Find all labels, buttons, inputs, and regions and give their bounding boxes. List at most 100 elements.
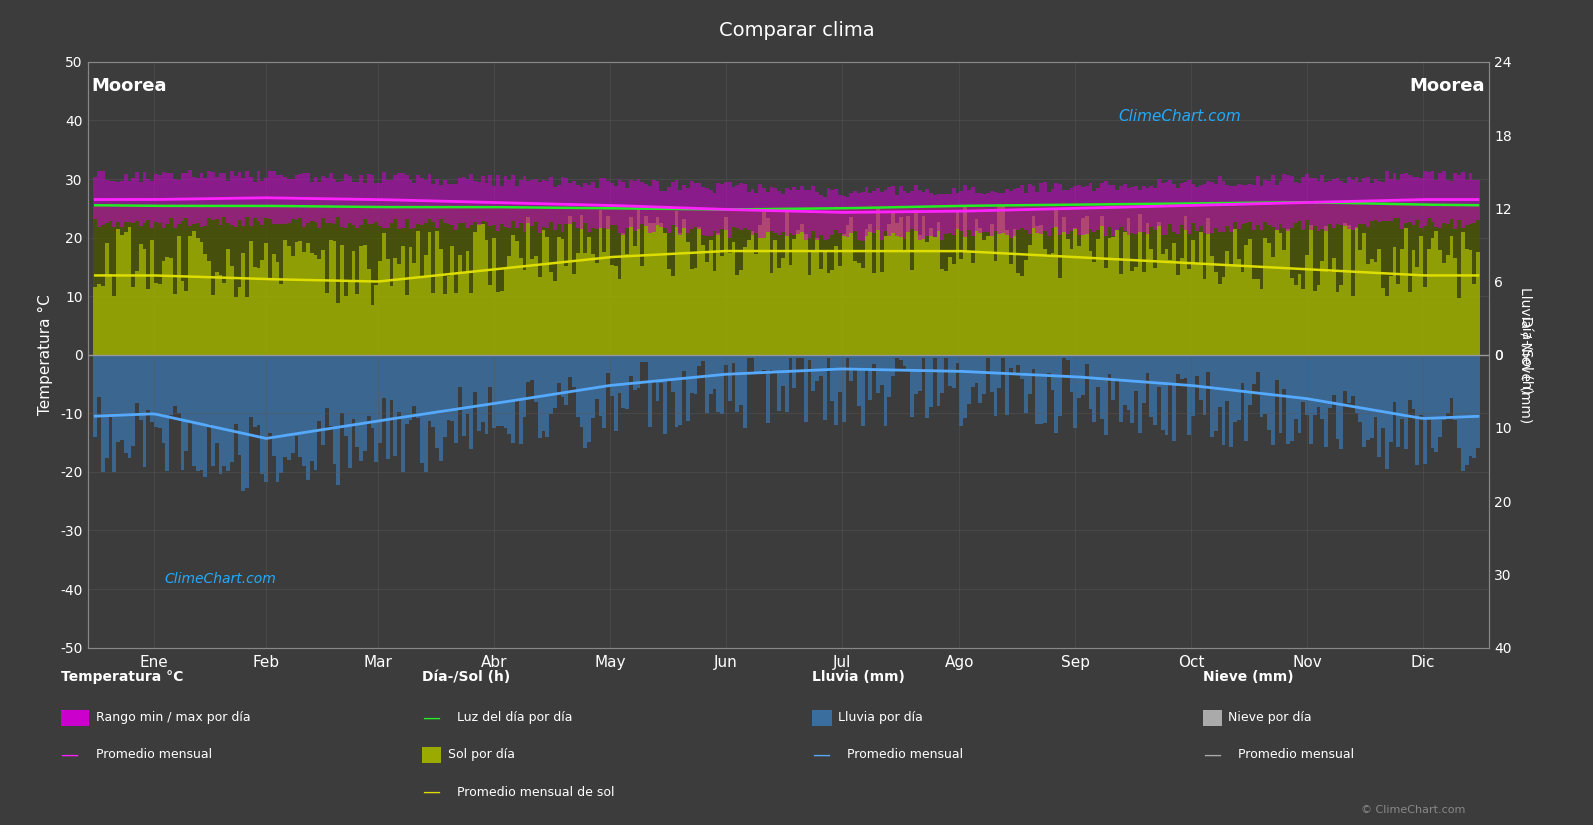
- Bar: [105, 180, 108, 224]
- Bar: [652, 355, 656, 381]
- Bar: [667, 187, 671, 233]
- Bar: [739, 208, 742, 270]
- Bar: [1411, 355, 1415, 409]
- Bar: [671, 355, 674, 392]
- Bar: [1002, 205, 1005, 206]
- Bar: [401, 246, 405, 355]
- Bar: [199, 206, 204, 242]
- Bar: [652, 180, 656, 232]
- Bar: [542, 230, 545, 355]
- Bar: [1340, 285, 1343, 355]
- Bar: [1176, 275, 1180, 355]
- Bar: [382, 233, 386, 355]
- Bar: [712, 355, 717, 389]
- Bar: [363, 355, 366, 450]
- Bar: [1373, 262, 1378, 355]
- Bar: [1329, 200, 1332, 271]
- Bar: [819, 355, 822, 376]
- Bar: [652, 223, 656, 355]
- Bar: [1309, 178, 1313, 230]
- Bar: [511, 235, 515, 355]
- Bar: [656, 355, 660, 401]
- Bar: [629, 355, 632, 376]
- Bar: [1118, 205, 1123, 274]
- Bar: [1236, 258, 1241, 355]
- Bar: [363, 206, 366, 245]
- Bar: [903, 205, 906, 251]
- Bar: [1016, 355, 1020, 365]
- Bar: [303, 355, 306, 466]
- Bar: [1074, 186, 1077, 229]
- Bar: [849, 355, 854, 381]
- Bar: [314, 208, 317, 255]
- Bar: [264, 355, 268, 483]
- Bar: [933, 237, 937, 355]
- Bar: [777, 209, 781, 268]
- Bar: [618, 355, 621, 394]
- Bar: [1134, 267, 1137, 355]
- Bar: [1359, 202, 1362, 250]
- Bar: [860, 355, 865, 427]
- Bar: [1290, 176, 1294, 228]
- Bar: [245, 172, 249, 218]
- Bar: [890, 355, 895, 376]
- Bar: [515, 355, 519, 400]
- Bar: [1058, 278, 1063, 355]
- Bar: [1027, 184, 1032, 234]
- Bar: [237, 355, 242, 455]
- Bar: [687, 188, 690, 233]
- Bar: [484, 239, 489, 355]
- Bar: [1335, 355, 1340, 439]
- Bar: [994, 261, 997, 355]
- Bar: [1101, 206, 1104, 216]
- Bar: [328, 355, 333, 427]
- Bar: [1082, 218, 1085, 355]
- Bar: [218, 275, 223, 355]
- Bar: [918, 235, 921, 355]
- Bar: [1214, 184, 1217, 228]
- Bar: [1427, 249, 1431, 355]
- Bar: [945, 271, 948, 355]
- Bar: [564, 205, 569, 266]
- Bar: [607, 216, 610, 355]
- Bar: [1244, 355, 1249, 441]
- Bar: [451, 209, 454, 247]
- Bar: [706, 262, 709, 355]
- Bar: [785, 355, 789, 412]
- Bar: [1384, 295, 1389, 355]
- Bar: [816, 211, 819, 238]
- Bar: [1458, 355, 1461, 448]
- Bar: [454, 209, 459, 293]
- Bar: [1112, 185, 1115, 236]
- Bar: [440, 206, 443, 249]
- Bar: [207, 207, 212, 262]
- Bar: [1271, 203, 1274, 257]
- Bar: [819, 210, 822, 269]
- Bar: [515, 209, 519, 241]
- Bar: [687, 207, 690, 243]
- Bar: [401, 172, 405, 228]
- Bar: [1309, 225, 1313, 355]
- Bar: [1271, 355, 1274, 445]
- Bar: [1321, 355, 1324, 419]
- Bar: [1176, 204, 1180, 275]
- Bar: [1458, 205, 1461, 298]
- Bar: [374, 285, 378, 355]
- Bar: [1180, 183, 1184, 225]
- Bar: [1282, 200, 1286, 250]
- Bar: [476, 355, 481, 431]
- Bar: [808, 190, 811, 238]
- Bar: [1217, 177, 1222, 233]
- Bar: [1063, 218, 1066, 355]
- Bar: [918, 207, 921, 235]
- Bar: [956, 211, 959, 355]
- Bar: [443, 205, 446, 294]
- Bar: [454, 355, 459, 443]
- Bar: [325, 355, 328, 408]
- Bar: [811, 208, 816, 252]
- Bar: [1214, 271, 1217, 355]
- Bar: [1343, 224, 1348, 355]
- Bar: [895, 205, 898, 223]
- Bar: [1176, 188, 1180, 234]
- Bar: [1047, 207, 1051, 255]
